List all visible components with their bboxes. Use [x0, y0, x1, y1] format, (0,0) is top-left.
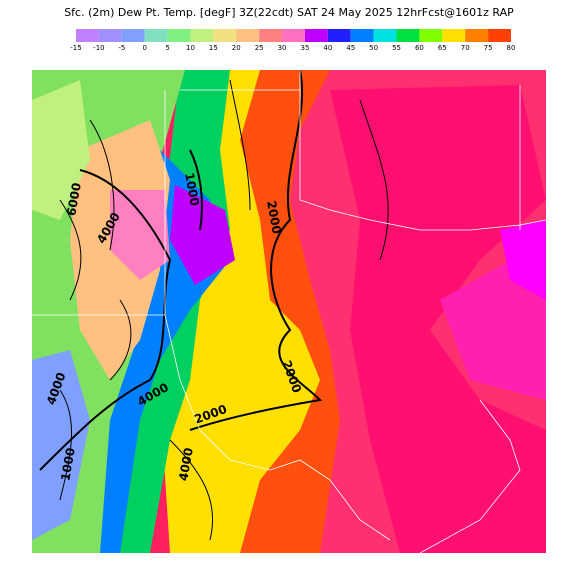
colorbar-label: 5 — [165, 44, 169, 52]
colorbar-label: -5 — [118, 44, 125, 52]
colorbar-label: 45 — [346, 44, 355, 52]
colorbar-label: -15 — [70, 44, 81, 52]
colorbar-swatch — [327, 29, 351, 42]
colorbar-swatch — [190, 29, 214, 42]
contour-label: 1000 — [182, 172, 202, 207]
contour-label: 2000 — [264, 200, 284, 235]
colorbar-label: 10 — [186, 44, 195, 52]
colorbar-swatch — [396, 29, 420, 42]
colorbar-label: 65 — [438, 44, 447, 52]
colorbar-swatch — [259, 29, 283, 42]
colorbar-swatch — [144, 29, 168, 42]
colorbar-label: 60 — [415, 44, 424, 52]
colorbar-label: 0 — [142, 44, 146, 52]
colorbar-label: 75 — [484, 44, 493, 52]
colorbar-label: 15 — [209, 44, 218, 52]
title: Sfc. (2m) Dew Pt. Temp. [degF] 3Z(22cdt)… — [64, 6, 514, 19]
colorbar-label: 40 — [323, 44, 332, 52]
colorbar-label: -10 — [93, 44, 104, 52]
colorbar-label: 55 — [392, 44, 401, 52]
colorbar-swatch — [121, 29, 145, 42]
colorbar-swatch — [488, 29, 511, 42]
colorbar: -15 -10 -5 0 5 10 15 20 25 30 35 40 45 50 55 60 65 70 75 80 — [70, 29, 515, 52]
colorbar-label: 20 — [232, 44, 241, 52]
colorbar-label: 25 — [255, 44, 264, 52]
colorbar-swatch — [465, 29, 489, 42]
contour-label: 4000 — [176, 447, 196, 482]
colorbar-swatch — [350, 29, 374, 42]
colorbar-label: 50 — [369, 44, 378, 52]
colorbar-label: 35 — [300, 44, 309, 52]
colorbar-label: 80 — [507, 44, 516, 52]
contour-label: 1000 — [58, 447, 78, 482]
colorbar-swatch — [213, 29, 237, 42]
colorbar-swatch — [167, 29, 191, 42]
colorbar-swatch — [282, 29, 305, 42]
colorbar-swatch — [304, 29, 328, 42]
colorbar-swatch — [419, 29, 443, 42]
contour-label: 6000 — [64, 182, 84, 217]
colorbar-label: 70 — [461, 44, 470, 52]
map — [32, 70, 546, 553]
colorbar-swatch — [236, 29, 260, 42]
colorbar-swatch — [76, 29, 99, 42]
colorbar-swatch — [442, 29, 466, 42]
colorbar-swatch — [373, 29, 397, 42]
colorbar-label: 30 — [278, 44, 287, 52]
colorbar-swatch — [98, 29, 122, 42]
